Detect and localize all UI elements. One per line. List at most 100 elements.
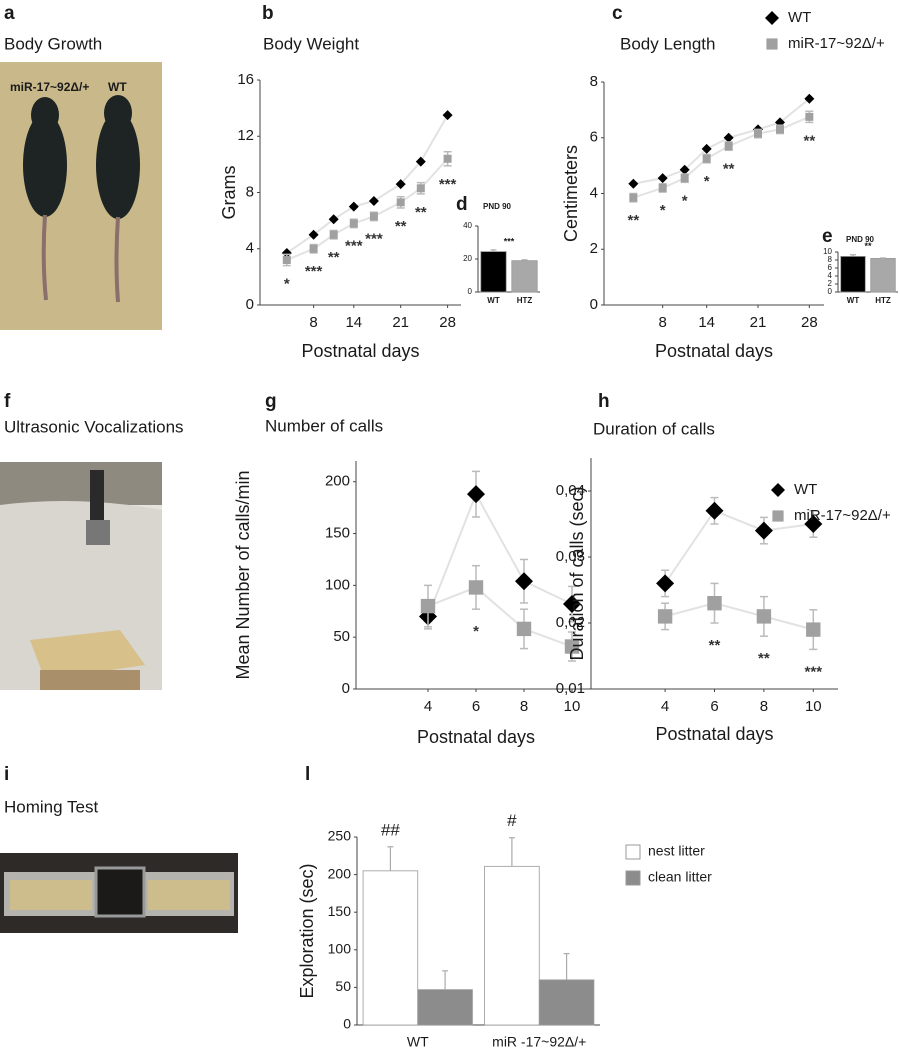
marker <box>804 93 815 104</box>
significance-label: ** <box>758 650 770 667</box>
marker <box>707 596 722 611</box>
photo-body-growth <box>0 62 162 330</box>
marker <box>805 112 814 121</box>
panel-letter: b <box>262 3 274 24</box>
y-tick-label: 0 <box>590 296 598 313</box>
marker <box>765 11 779 25</box>
y-tick-label: 20 <box>463 254 472 263</box>
bar <box>417 989 473 1026</box>
y-tick-label: 2 <box>590 240 598 257</box>
x-tick-label: WT <box>487 296 500 305</box>
panel-title: Homing Test <box>4 797 98 816</box>
bar <box>870 257 896 293</box>
marker <box>563 595 581 614</box>
marker <box>628 178 639 189</box>
x-tick-label: 8 <box>760 698 768 715</box>
marker <box>328 214 339 225</box>
y-tick-label: 0,02 <box>556 614 585 631</box>
y-tick-label: 0 <box>342 680 350 697</box>
chart-title: PND 90 <box>846 235 875 244</box>
x-tick-label: 21 <box>392 314 409 331</box>
series-line <box>427 586 573 648</box>
x-tick-label: 4 <box>661 698 669 715</box>
chart-title: Body Weight <box>263 34 359 53</box>
marker <box>679 164 690 175</box>
x-axis-label: Postnatal days <box>655 341 773 361</box>
bar <box>362 870 419 1026</box>
y-axis-label: Duration of calls (sec) <box>567 486 587 660</box>
legend-label: miR-17~92Δ/+ <box>794 507 891 524</box>
significance-label: *** <box>439 176 457 193</box>
marker <box>308 229 319 240</box>
x-tick-label: 8 <box>309 314 317 331</box>
panel-letter: f <box>4 391 11 412</box>
y-tick-label: 200 <box>325 473 350 490</box>
series-line <box>664 509 814 584</box>
marker <box>756 609 772 624</box>
y-tick-label: 100 <box>328 941 352 957</box>
significance-label: ** <box>803 132 815 149</box>
marker <box>656 574 675 593</box>
y-tick-label: 150 <box>328 903 352 919</box>
y-tick-label: 200 <box>328 865 352 881</box>
x-tick-label: HTZ <box>875 296 891 305</box>
marker <box>348 201 359 212</box>
marker <box>443 154 452 163</box>
bar <box>484 865 540 1026</box>
y-tick-label: 4 <box>828 271 833 280</box>
y-tick-label: 50 <box>333 628 350 645</box>
x-tick-label: WT <box>847 296 860 305</box>
panel-letter: g <box>265 391 277 412</box>
legend-swatch <box>625 870 641 886</box>
y-tick-label: 2 <box>828 279 833 288</box>
y-tick-label: 0,01 <box>556 680 585 697</box>
x-axis-label: Postnatal days <box>417 727 535 747</box>
marker <box>766 38 778 50</box>
chart-title: Body Length <box>620 34 715 53</box>
marker <box>702 154 711 163</box>
y-tick-label: 0 <box>468 287 473 296</box>
legend-label: nest litter <box>648 843 705 859</box>
y-tick-label: 6 <box>828 263 833 272</box>
marker <box>329 230 338 239</box>
significance-label: ** <box>627 212 639 229</box>
marker <box>754 521 773 540</box>
panel-letter: c <box>612 3 623 24</box>
significance-label: ** <box>415 204 427 221</box>
marker <box>415 156 426 167</box>
significance-label: *** <box>805 663 823 680</box>
y-axis-label: Centimeters <box>561 145 581 242</box>
series-line <box>427 491 573 617</box>
y-axis-label: Grams <box>219 166 239 220</box>
chart-title: Number of calls <box>265 416 383 435</box>
marker <box>657 173 668 184</box>
panel-letter: i <box>4 764 9 785</box>
y-tick-label: 150 <box>325 525 350 542</box>
marker <box>416 184 425 193</box>
y-tick-label: 0 <box>343 1016 351 1032</box>
significance-label: ** <box>864 241 872 251</box>
marker <box>420 598 436 614</box>
x-tick-label: 14 <box>345 314 362 331</box>
y-tick-label: 0 <box>246 296 254 313</box>
marker <box>806 622 821 637</box>
y-tick-label: 16 <box>237 71 254 88</box>
bar <box>511 260 538 293</box>
x-tick-label: 6 <box>472 698 480 715</box>
marker <box>396 198 405 207</box>
significance-label: ** <box>723 160 735 177</box>
marker <box>723 132 734 143</box>
marker <box>754 129 762 138</box>
significance-label: * <box>682 192 688 209</box>
significance-label: * <box>473 623 479 640</box>
panel-letter: d <box>456 194 468 215</box>
marker <box>467 485 485 504</box>
chart-title: Duration of calls <box>593 419 715 438</box>
series-line <box>664 602 814 631</box>
marker <box>705 501 724 520</box>
y-tick-label: 0 <box>828 287 833 296</box>
panel-title: Ultrasonic Vocalizations <box>4 417 184 436</box>
panel-letter: a <box>4 3 15 24</box>
marker <box>657 609 673 624</box>
y-tick-label: 8 <box>590 73 598 90</box>
